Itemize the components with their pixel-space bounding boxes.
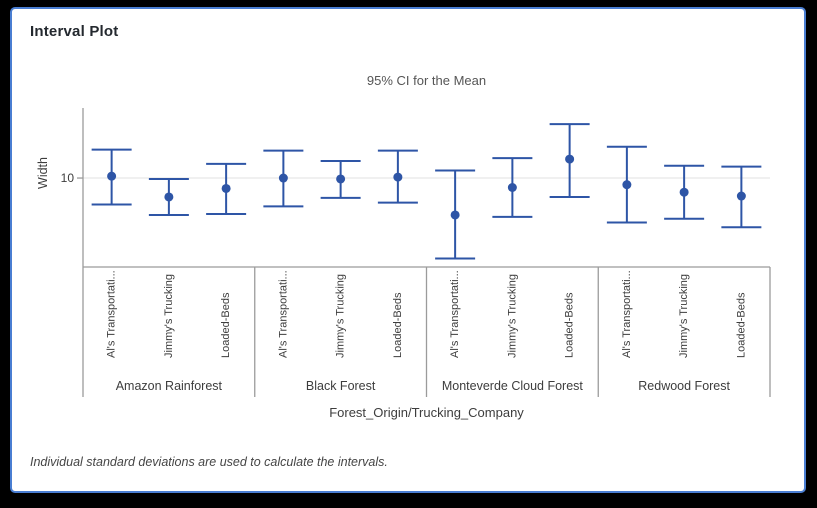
x-tick-label-company: Al's Transportati...: [106, 270, 118, 358]
ci-interval[interactable]: [91, 148, 132, 206]
chart-title: 95% CI for the Mean: [366, 73, 487, 88]
mean-dot[interactable]: [622, 180, 632, 190]
x-group-label: Amazon Rainforest: [116, 379, 223, 393]
ci-interval[interactable]: [606, 145, 647, 224]
x-tick-label-company: Loaded-Beds: [220, 292, 232, 358]
chart-footnote: Individual standard deviations are used …: [30, 455, 388, 469]
mean-dot[interactable]: [278, 173, 288, 183]
x-tick-label-company: Al's Transportati...: [449, 270, 461, 358]
x-tick-label-company: Loaded-Beds: [564, 292, 576, 358]
ci-interval[interactable]: [148, 177, 189, 216]
mean-dot[interactable]: [736, 191, 746, 201]
mean-dot[interactable]: [450, 210, 460, 220]
ci-interval[interactable]: [206, 162, 247, 215]
interval-plot-window: Interval Plot 95% CI for the Mean Width …: [10, 7, 806, 493]
x-group-label: Monteverde Cloud Forest: [442, 379, 584, 393]
ci-interval[interactable]: [320, 160, 361, 199]
x-tick-label-company: Jimmy's Trucking: [506, 274, 518, 358]
x-tick-label-company: Loaded-Beds: [735, 292, 747, 358]
x-tick-label-company: Al's Transportati...: [277, 270, 289, 358]
mean-dot[interactable]: [565, 154, 575, 164]
ci-interval[interactable]: [377, 149, 418, 204]
mean-dot[interactable]: [107, 171, 117, 181]
ci-interval[interactable]: [263, 149, 304, 208]
y-tick-label: 10: [61, 171, 75, 185]
x-tick-label-company: Al's Transportati...: [621, 270, 633, 358]
ci-interval[interactable]: [435, 169, 476, 260]
x-tick-label-company: Jimmy's Trucking: [678, 274, 690, 358]
x-group-label: Redwood Forest: [638, 379, 730, 393]
mean-dot[interactable]: [507, 183, 517, 192]
page-title: Interval Plot: [30, 23, 119, 40]
x-tick-label-company: Loaded-Beds: [392, 292, 404, 358]
mean-dot[interactable]: [221, 183, 231, 193]
mean-dot[interactable]: [393, 172, 403, 182]
x-tick-label-company: Jimmy's Trucking: [335, 274, 347, 358]
mean-dot[interactable]: [679, 187, 689, 197]
x-axis-title: Forest_Origin/Trucking_Company: [329, 405, 524, 420]
ci-interval[interactable]: [664, 164, 705, 220]
ci-interval[interactable]: [492, 157, 533, 218]
ci-interval[interactable]: [549, 123, 590, 198]
interval-plot-canvas: 10 Amazon Rainforest Black Forest Monteverd…: [61, 108, 771, 397]
mean-dot[interactable]: [336, 174, 346, 184]
ci-interval[interactable]: [721, 165, 762, 229]
mean-dot[interactable]: [164, 192, 174, 202]
x-tick-label-company: Jimmy's Trucking: [163, 274, 175, 358]
x-group-label: Black Forest: [306, 379, 376, 393]
